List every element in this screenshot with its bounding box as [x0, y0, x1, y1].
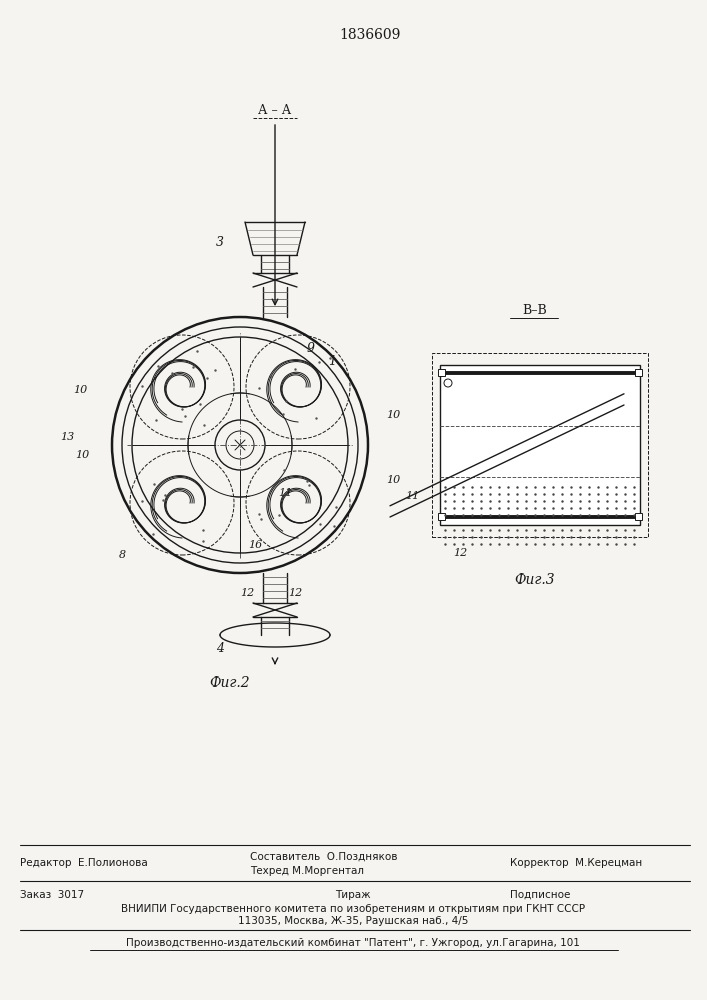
- Text: 8: 8: [119, 550, 126, 560]
- Text: 11: 11: [405, 491, 419, 501]
- Text: Тираж: Тираж: [335, 890, 370, 900]
- Bar: [432, 353, 648, 537]
- Bar: [440, 365, 640, 525]
- Bar: [635, 369, 642, 376]
- Text: Редактор  Е.Полионова: Редактор Е.Полионова: [20, 858, 148, 868]
- Text: Подписное: Подписное: [510, 890, 571, 900]
- Text: 10: 10: [75, 450, 89, 460]
- Text: 10: 10: [386, 475, 400, 485]
- Bar: [438, 369, 445, 376]
- Text: Техред М.Моргентал: Техред М.Моргентал: [250, 866, 364, 876]
- Text: 11: 11: [278, 488, 292, 498]
- Text: 10: 10: [73, 385, 87, 395]
- Text: 13: 13: [60, 432, 74, 442]
- Text: 12: 12: [288, 588, 302, 598]
- Text: А – А: А – А: [258, 104, 291, 116]
- Text: 9: 9: [306, 342, 315, 356]
- Text: 1: 1: [328, 355, 336, 368]
- Bar: [438, 513, 445, 520]
- Text: 12: 12: [240, 588, 254, 598]
- Bar: [635, 513, 642, 520]
- Text: Заказ  3017: Заказ 3017: [20, 890, 84, 900]
- Text: ВНИИПИ Государственного комитета по изобретениям и открытиям при ГКНТ СССР: ВНИИПИ Государственного комитета по изоб…: [121, 904, 585, 914]
- Text: 113035, Москва, Ж-35, Раушская наб., 4/5: 113035, Москва, Ж-35, Раушская наб., 4/5: [238, 916, 468, 926]
- Text: 16: 16: [248, 540, 262, 550]
- Text: Составитель  О.Поздняков: Составитель О.Поздняков: [250, 852, 397, 862]
- Text: Корректор  М.Керецман: Корректор М.Керецман: [510, 858, 642, 868]
- Text: 3: 3: [216, 235, 224, 248]
- Text: Фиг.3: Фиг.3: [515, 573, 555, 587]
- Text: Производственно-издательский комбинат "Патент", г. Ужгород, ул.Гагарина, 101: Производственно-издательский комбинат "П…: [126, 938, 580, 948]
- Text: В–В: В–В: [522, 304, 547, 316]
- Text: 12: 12: [453, 548, 467, 558]
- Text: Фиг.2: Фиг.2: [210, 676, 250, 690]
- Text: 10: 10: [386, 410, 400, 420]
- Text: 4: 4: [216, 642, 224, 654]
- Text: 1836609: 1836609: [339, 28, 401, 42]
